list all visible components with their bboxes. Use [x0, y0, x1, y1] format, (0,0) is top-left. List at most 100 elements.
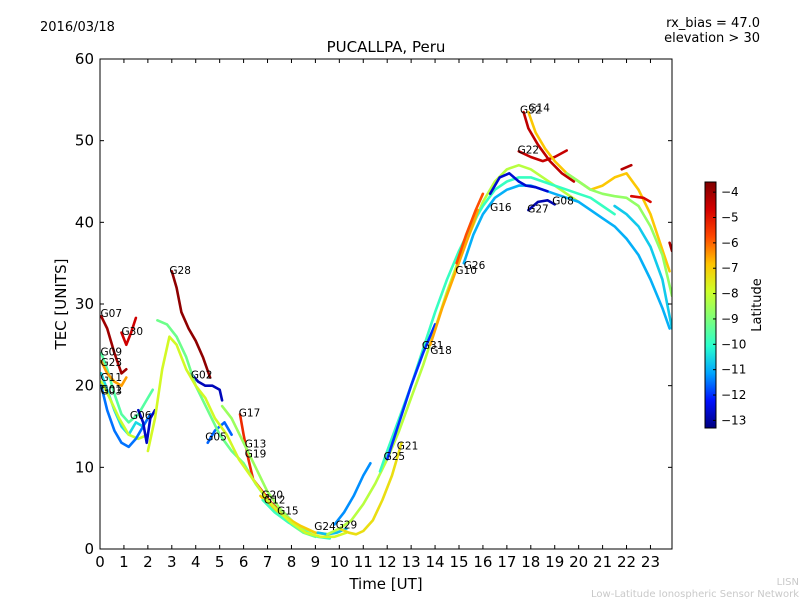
annotation-g22: G22	[518, 145, 540, 157]
x-tick-label: 19	[545, 553, 564, 571]
series-g15	[146, 335, 348, 539]
series-g14	[527, 110, 671, 273]
y-tick-label: 10	[75, 458, 94, 476]
series-g25	[333, 462, 372, 526]
annotation-g31: G31	[422, 340, 444, 352]
plot-area: G07G30G09G23G11G01G03G06G28G02G05G17G13G…	[100, 102, 672, 540]
annotation-g26: G26	[464, 260, 486, 272]
series-g29	[338, 441, 403, 536]
y-tick-label: 40	[75, 213, 94, 231]
x-tick-label: 7	[263, 553, 273, 571]
annotation-g25: G25	[384, 451, 406, 463]
annotation-g15: G15	[277, 506, 299, 518]
annotation-g20: G20	[262, 489, 284, 501]
annotation-g24: G24	[314, 521, 336, 533]
series-g11	[100, 372, 145, 436]
annotation-g19: G19	[245, 449, 266, 461]
rx-bias-label: rx_bias = 47.0	[666, 16, 760, 31]
colorbar-tick-label: −13	[721, 413, 746, 427]
x-tick-label: 21	[593, 553, 612, 571]
annotation-g30: G30	[122, 326, 144, 338]
series-g28	[170, 270, 212, 379]
colorbar-tick-label: −12	[721, 388, 746, 402]
series-g27	[488, 172, 549, 196]
series-g33	[620, 163, 633, 171]
series-g18	[385, 323, 437, 461]
series-g31	[378, 176, 616, 473]
annotation-g27: G27	[527, 204, 549, 216]
y-tick-label: 50	[75, 132, 94, 150]
chart-title: PUCALLPA, Peru	[327, 38, 446, 56]
annotation-g17: G17	[239, 408, 260, 420]
series-g16	[462, 184, 671, 330]
x-axis-label: Time [UT]	[348, 575, 422, 593]
annotation-g28: G28	[169, 265, 191, 277]
annotation-g09: G09	[101, 347, 123, 359]
annotation-g03: G03	[101, 386, 123, 398]
x-tick-label: 6	[239, 553, 249, 571]
series-g01	[100, 380, 150, 441]
annotation-g29: G29	[336, 520, 358, 532]
annotation-g16: G16	[490, 202, 512, 214]
annotation-g07: G07	[101, 308, 123, 320]
colorbar-label: Latitude	[750, 278, 765, 332]
x-tick-label: 14	[426, 553, 445, 571]
colorbar-tick-label: −8	[721, 287, 739, 301]
x-tick-label: 11	[354, 553, 373, 571]
annotation-g14: G14	[528, 102, 550, 114]
y-tick-label: 20	[75, 377, 94, 395]
annotation-g12: G12	[264, 494, 286, 506]
x-tick-label: 12	[378, 553, 397, 571]
series-g21	[326, 163, 580, 536]
annotation-g21: G21	[397, 440, 419, 452]
colorbar	[704, 181, 717, 429]
series-g13	[220, 404, 317, 534]
series-g10	[429, 208, 480, 347]
series-g06	[137, 408, 157, 445]
y-tick-label: 30	[75, 295, 94, 313]
colorbar-tick-label: −7	[721, 261, 739, 275]
series-g32	[522, 110, 576, 183]
annotation-g32: G32	[520, 105, 542, 117]
annotation-g08: G08	[552, 195, 574, 207]
date-label: 2016/03/18	[40, 20, 115, 35]
plot-frame	[99, 58, 673, 550]
y-tick-label: 60	[75, 50, 94, 68]
annotation-g01: G01	[101, 384, 123, 396]
series-g35	[613, 204, 672, 330]
annotation-g11: G11	[101, 372, 123, 384]
x-tick-label: 17	[497, 553, 516, 571]
series-g30	[120, 316, 138, 347]
x-tick-label: 10	[330, 553, 349, 571]
series-g02	[189, 372, 224, 402]
annotation-g23: G23	[101, 357, 123, 369]
series-g23	[100, 359, 128, 387]
colorbar-tick-label: −11	[721, 363, 746, 377]
series-g08	[527, 199, 556, 212]
annotation-g10: G10	[455, 265, 477, 277]
x-tick-label: 15	[449, 553, 468, 571]
series-g22	[517, 149, 568, 163]
x-tick-label: 4	[191, 553, 201, 571]
colorbar-tick-label: −5	[721, 211, 739, 225]
colorbar-tick-label: −10	[721, 337, 746, 351]
footer-org-short: LISN	[777, 577, 799, 588]
x-tick-label: 5	[215, 553, 225, 571]
annotation-g02: G02	[191, 369, 213, 381]
x-tick-label: 0	[95, 553, 105, 571]
annotation-g13: G13	[245, 439, 266, 451]
x-tick-label: 1	[119, 553, 129, 571]
footer-org-full: Low-Latitude Ionospheric Sensor Network	[591, 589, 799, 600]
colorbar-tick-label: −4	[721, 185, 739, 199]
series-g34	[630, 194, 652, 204]
y-tick-label: 0	[84, 540, 94, 558]
x-tick-label: 23	[641, 553, 660, 571]
x-tick-label: 22	[617, 553, 636, 571]
series-g07	[100, 315, 128, 375]
elevation-label: elevation > 30	[664, 31, 760, 46]
colorbar-tick-label: −9	[721, 312, 739, 326]
y-axis-label: TEC [UNITS]	[52, 259, 70, 351]
x-tick-label: 18	[521, 553, 540, 571]
x-tick-label: 2	[143, 553, 153, 571]
